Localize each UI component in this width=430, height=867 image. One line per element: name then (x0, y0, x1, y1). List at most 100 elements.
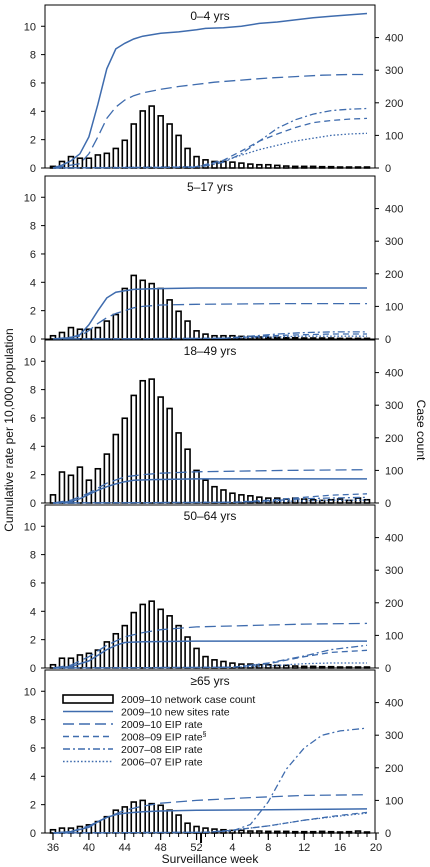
legend-label: 2009–10 new sites rate (121, 707, 230, 719)
case-count-bar (94, 326, 102, 340)
right-tick-label: 300 (385, 400, 403, 412)
case-count-bar (336, 166, 344, 169)
case-count-bar (121, 417, 129, 504)
case-count-bar (103, 320, 111, 340)
right-tick-label: 200 (385, 433, 403, 445)
case-count-bar (345, 830, 353, 834)
case-count-bar (112, 313, 120, 340)
case-count-bar (300, 165, 308, 169)
case-count-bar (363, 166, 371, 169)
case-count-bar (220, 334, 227, 340)
case-count-bar (121, 139, 129, 169)
case-count-bar (300, 337, 308, 340)
panel-frame (44, 669, 376, 834)
case-count-bar (121, 287, 129, 340)
left-tick-label: 0 (30, 498, 36, 510)
left-tick-label: 2 (30, 306, 36, 318)
case-count-bar (354, 830, 362, 834)
case-count-bar (309, 337, 317, 340)
case-count-bar (318, 499, 326, 504)
panel-title: 0–4 yrs (190, 9, 229, 23)
right-tick-label: 200 (385, 98, 403, 110)
case-count-bar (103, 453, 111, 504)
x-tick-label: 12 (298, 842, 310, 854)
case-count-bar (354, 166, 362, 169)
case-count-bar (139, 379, 146, 504)
case-count-bar (175, 814, 182, 834)
left-tick-label: 4 (30, 606, 36, 618)
right-axis-title: Case count (414, 400, 428, 461)
case-count-bar (184, 320, 191, 340)
left-tick-label: 4 (30, 106, 36, 118)
panel-frame (44, 175, 376, 340)
case-count-bar (300, 830, 308, 834)
x-tick-label: 20 (370, 842, 382, 854)
right-tick-label: 400 (385, 368, 403, 380)
case-count-bar (247, 163, 254, 169)
case-count-bar (157, 115, 164, 169)
case-count-bar (309, 830, 317, 834)
left-tick-label: 4 (30, 441, 36, 453)
left-tick-label: 10 (24, 192, 36, 204)
series-line-eip-2009 (52, 622, 368, 669)
x-tick-label: 48 (155, 842, 167, 854)
case-count-bar (291, 165, 299, 169)
case-count-bar (363, 831, 371, 834)
right-tick-label: 200 (385, 269, 403, 281)
case-count-bar (265, 336, 272, 340)
case-count-bar (175, 310, 182, 340)
left-tick-label: 2 (30, 635, 36, 647)
case-count-bar (148, 378, 155, 504)
legend-label: 2008–09 EIP rate§ (121, 732, 207, 744)
right-tick-label: 200 (385, 763, 403, 775)
case-count-bar (265, 163, 272, 169)
case-count-bar (121, 624, 129, 669)
panel-title: 18–49 yrs (184, 344, 237, 358)
right-tick-label: 0 (385, 163, 391, 175)
case-count-bar (103, 152, 111, 169)
x-tick-label: 36 (47, 842, 59, 854)
case-count-bar (327, 665, 335, 669)
x-tick-label: 16 (334, 842, 346, 854)
case-count-bar (130, 801, 138, 834)
right-tick-label: 300 (385, 236, 403, 248)
case-count-bar (139, 279, 146, 340)
right-tick-label: 300 (385, 730, 403, 742)
right-tick-label: 100 (385, 130, 403, 142)
series-line-new-sites (52, 12, 368, 169)
panel-frame (44, 504, 376, 669)
x-axis-title: Surveillance week (162, 852, 260, 866)
case-count-bar (157, 287, 164, 340)
case-count-bar (220, 660, 227, 669)
series-line-new-sites (52, 808, 368, 834)
case-count-bar (130, 611, 138, 669)
case-count-bar (318, 165, 326, 169)
case-count-bar (247, 495, 254, 504)
case-count-bar (345, 337, 353, 340)
case-count-bar (103, 815, 111, 834)
case-count-bar (193, 647, 200, 669)
x-tick-label: 8 (265, 842, 271, 854)
series-line-eip-2006 (52, 812, 368, 834)
right-tick-label: 100 (385, 795, 403, 807)
left-tick-label: 6 (30, 743, 36, 755)
case-count-bar (157, 608, 164, 669)
right-tick-label: 0 (385, 498, 391, 510)
case-count-bar (238, 162, 245, 169)
case-count-bar (139, 603, 146, 669)
case-count-bar (354, 337, 362, 340)
case-count-bar (184, 822, 191, 834)
case-count-bar (175, 432, 182, 504)
case-count-bar (291, 830, 299, 834)
right-tick-label: 400 (385, 533, 403, 545)
series-line-new-sites (52, 287, 367, 340)
case-count-bar (76, 157, 84, 169)
x-tick-label: 52 (190, 842, 202, 854)
right-tick-label: 0 (385, 663, 391, 675)
case-count-bar (58, 471, 66, 504)
case-count-bar (157, 804, 164, 834)
right-tick-label: 400 (385, 698, 403, 710)
case-count-bar (282, 165, 290, 169)
left-tick-label: 2 (30, 800, 36, 812)
right-tick-label: 200 (385, 598, 403, 610)
